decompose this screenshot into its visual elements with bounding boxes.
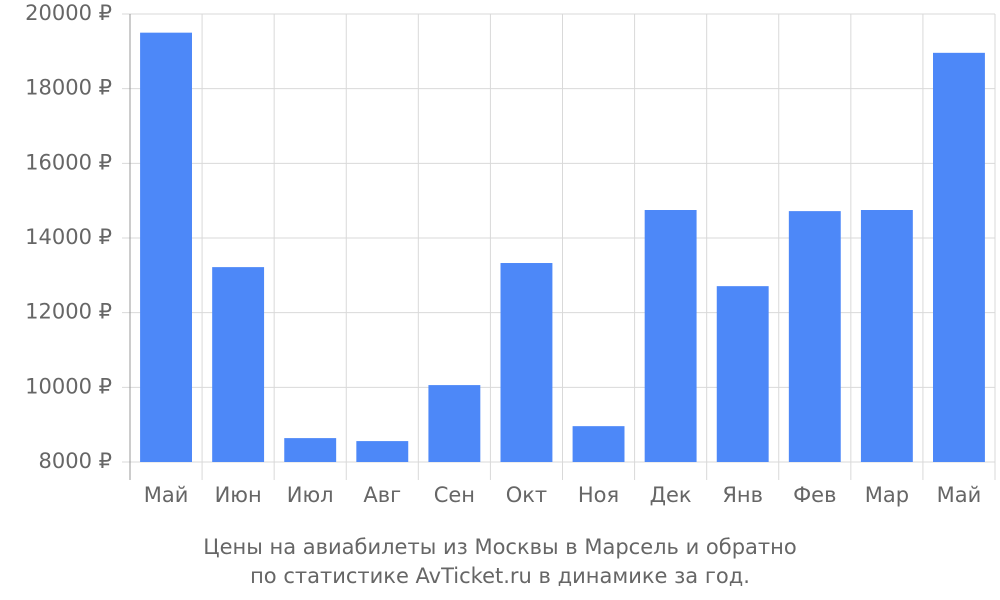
- bar: [140, 32, 192, 463]
- bar: [356, 441, 409, 462]
- x-tick-label: Фев: [793, 483, 836, 507]
- y-tick-label: 8000 ₽: [39, 449, 112, 473]
- y-tick-label: 16000 ₽: [25, 150, 112, 174]
- bar: [284, 438, 337, 462]
- bar: [572, 426, 625, 462]
- y-tick-label: 18000 ₽: [25, 76, 112, 100]
- x-tick-label: Июн: [215, 483, 262, 507]
- bar: [716, 286, 769, 462]
- x-tick-label: Ноя: [578, 483, 619, 507]
- x-tick-label: Окт: [506, 483, 547, 507]
- bar: [788, 211, 841, 462]
- x-tick-label: Май: [937, 483, 982, 507]
- x-tick-label: Янв: [722, 483, 763, 507]
- bar: [644, 210, 697, 462]
- bar: [500, 263, 553, 462]
- chart-title: Цены на авиабилеты из Москвы в Марсель и…: [203, 535, 796, 559]
- chart-title: по статистике AvTicket.ru в динамике за …: [250, 564, 750, 588]
- bar: [933, 52, 985, 463]
- bar: [428, 385, 481, 462]
- x-tick-label: Мар: [865, 483, 909, 507]
- x-tick-label: Сен: [434, 483, 475, 507]
- x-tick-label: Дек: [650, 483, 692, 507]
- x-tick-label: Июл: [287, 483, 334, 507]
- bar: [212, 267, 265, 462]
- y-tick-label: 20000 ₽: [25, 1, 112, 25]
- x-tick-label: Авг: [363, 483, 401, 507]
- x-tick-label: Май: [144, 483, 189, 507]
- y-tick-label: 12000 ₽: [25, 300, 112, 324]
- bar: [860, 210, 913, 462]
- y-tick-label: 14000 ₽: [25, 225, 112, 249]
- y-tick-label: 10000 ₽: [25, 374, 112, 398]
